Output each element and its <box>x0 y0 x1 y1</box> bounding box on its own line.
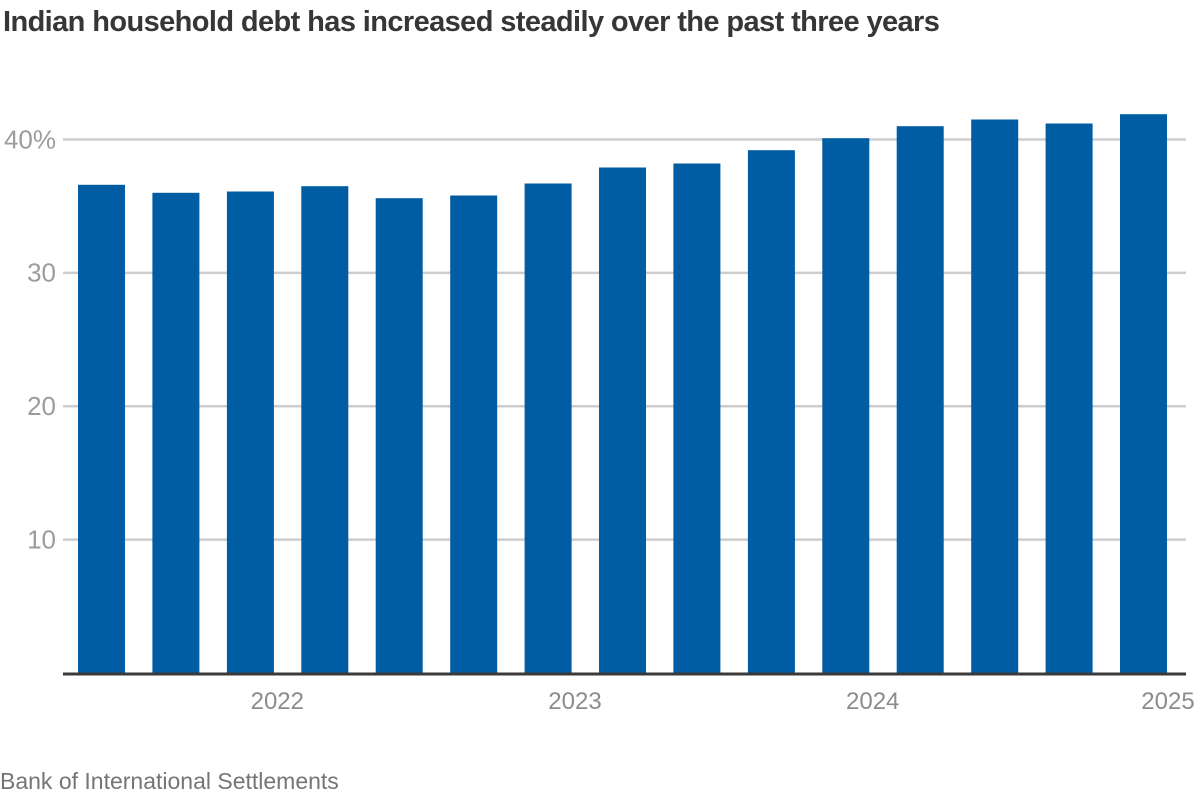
bar-2024-q2 <box>971 119 1019 673</box>
x-tick-label-2025: 2025 <box>1141 688 1194 715</box>
x-tick-label-2024: 2024 <box>846 688 899 715</box>
bar-2022-q3 <box>450 195 498 673</box>
y-tick-label-40: 40% <box>4 124 56 154</box>
chart-title: Indian household debt has increased stea… <box>3 6 940 38</box>
bar-2024-q1 <box>896 126 944 673</box>
bar-2023-q1 <box>599 167 646 673</box>
bar-2024-q4 <box>1120 114 1167 673</box>
y-tick-label-20: 20 <box>27 391 56 421</box>
bar-2024-q3 <box>1045 123 1093 673</box>
bar-2022-q1 <box>301 186 349 673</box>
bar-2023-q4 <box>822 138 870 673</box>
chart-source: Bank of International Settlements <box>0 768 339 794</box>
bar-2022-q4 <box>524 183 572 673</box>
bar-2021-q4 <box>226 191 274 673</box>
x-tick-label-2022: 2022 <box>251 688 304 715</box>
bar-2021-q2 <box>78 184 125 674</box>
y-tick-label-30: 30 <box>27 258 56 288</box>
x-tick-label-2023: 2023 <box>548 688 601 715</box>
bar-2022-q2 <box>375 198 423 673</box>
y-tick-label-10: 10 <box>27 524 56 554</box>
bar-2023-q2 <box>673 163 721 673</box>
bar-2023-q3 <box>747 150 795 673</box>
bar-2021-q3 <box>152 192 200 674</box>
